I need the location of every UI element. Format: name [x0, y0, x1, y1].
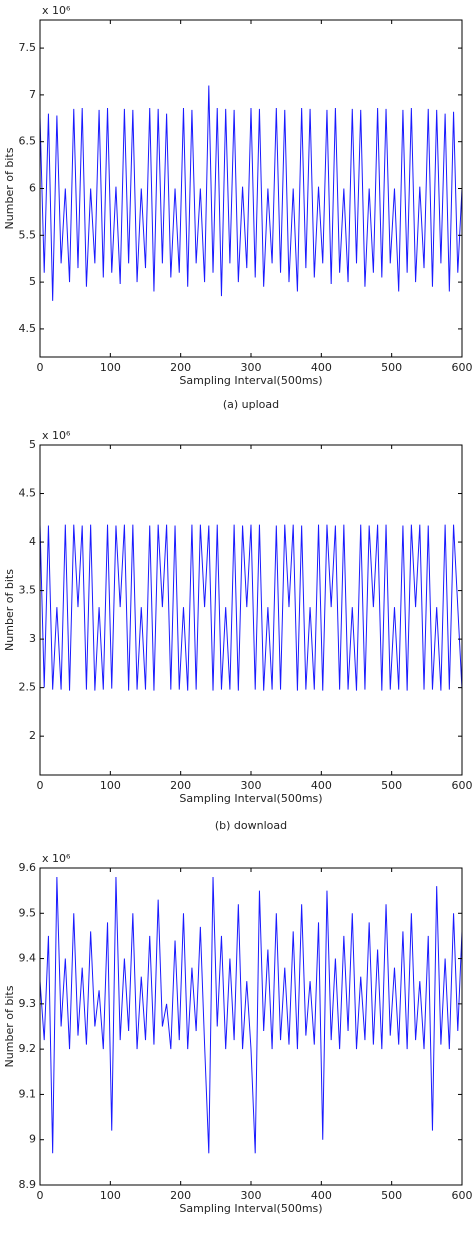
plot-frame [39, 19, 463, 358]
x-tick-label: 100 [100, 1189, 121, 1202]
x-tick-label: 0 [37, 779, 44, 792]
x-tick-label: 0 [37, 1189, 44, 1202]
x-axis-label: Sampling Interval(500ms) [179, 374, 322, 387]
y-tick-label: 4.5 [19, 322, 37, 335]
data-line [39, 524, 463, 691]
y-tick-label: 9.5 [19, 906, 37, 919]
x-tick-label: 100 [100, 361, 121, 374]
x-axis-label: Sampling Interval(500ms) [179, 792, 322, 805]
x-tick-label: 500 [381, 361, 402, 374]
y-tick-label: 9.3 [19, 997, 37, 1010]
plot-frame [39, 444, 463, 776]
y-tick-label: 6 [29, 182, 36, 195]
axis-exponent: x 10⁶ [42, 852, 71, 865]
y-tick-label: 2 [29, 729, 36, 742]
x-tick-label: 600 [452, 361, 473, 374]
x-tick-label: 300 [241, 361, 262, 374]
caption: (a) upload [223, 398, 279, 411]
y-axis-label: Number of bits [3, 569, 16, 651]
y-axis-label: Number of bits [3, 147, 16, 229]
y-tick-label: 2.5 [19, 681, 37, 694]
plot-frame [39, 867, 463, 1186]
y-tick-label: 6.5 [19, 135, 37, 148]
x-tick-label: 400 [311, 1189, 332, 1202]
y-tick-label: 7 [29, 88, 36, 101]
x-tick-label: 600 [452, 1189, 473, 1202]
x-tick-label: 400 [311, 779, 332, 792]
y-tick-label: 5.5 [19, 228, 37, 241]
x-tick-label: 600 [452, 779, 473, 792]
y-tick-label: 4 [29, 535, 36, 548]
x-tick-label: 0 [37, 361, 44, 374]
x-tick-label: 200 [170, 1189, 191, 1202]
y-tick-label: 9.4 [19, 952, 37, 965]
axis-exponent: x 10⁶ [42, 4, 71, 17]
axis-exponent: x 10⁶ [42, 429, 71, 442]
y-tick-label: 5 [29, 438, 36, 451]
y-axis-label: Number of bits [3, 985, 16, 1067]
x-tick-label: 300 [241, 779, 262, 792]
y-tick-label: 7.5 [19, 41, 37, 54]
x-tick-label: 300 [241, 1189, 262, 1202]
x-tick-label: 100 [100, 779, 121, 792]
y-tick-label: 5 [29, 275, 36, 288]
y-tick-label: 9.6 [19, 861, 37, 874]
x-tick-label: 200 [170, 361, 191, 374]
x-tick-label: 200 [170, 779, 191, 792]
caption: (b) download [215, 819, 287, 832]
x-tick-label: 500 [381, 1189, 402, 1202]
x-tick-label: 500 [381, 779, 402, 792]
data-line [39, 85, 463, 301]
y-tick-label: 3.5 [19, 584, 37, 597]
y-tick-label: 9.1 [19, 1087, 37, 1100]
y-tick-label: 4.5 [19, 487, 37, 500]
x-axis-label: Sampling Interval(500ms) [179, 1202, 322, 1215]
y-tick-label: 3 [29, 632, 36, 645]
x-tick-label: 400 [311, 361, 332, 374]
y-tick-label: 9.2 [19, 1042, 37, 1055]
y-tick-label: 8.9 [19, 1178, 37, 1191]
y-tick-label: 9 [29, 1133, 36, 1146]
data-line [39, 877, 463, 1154]
